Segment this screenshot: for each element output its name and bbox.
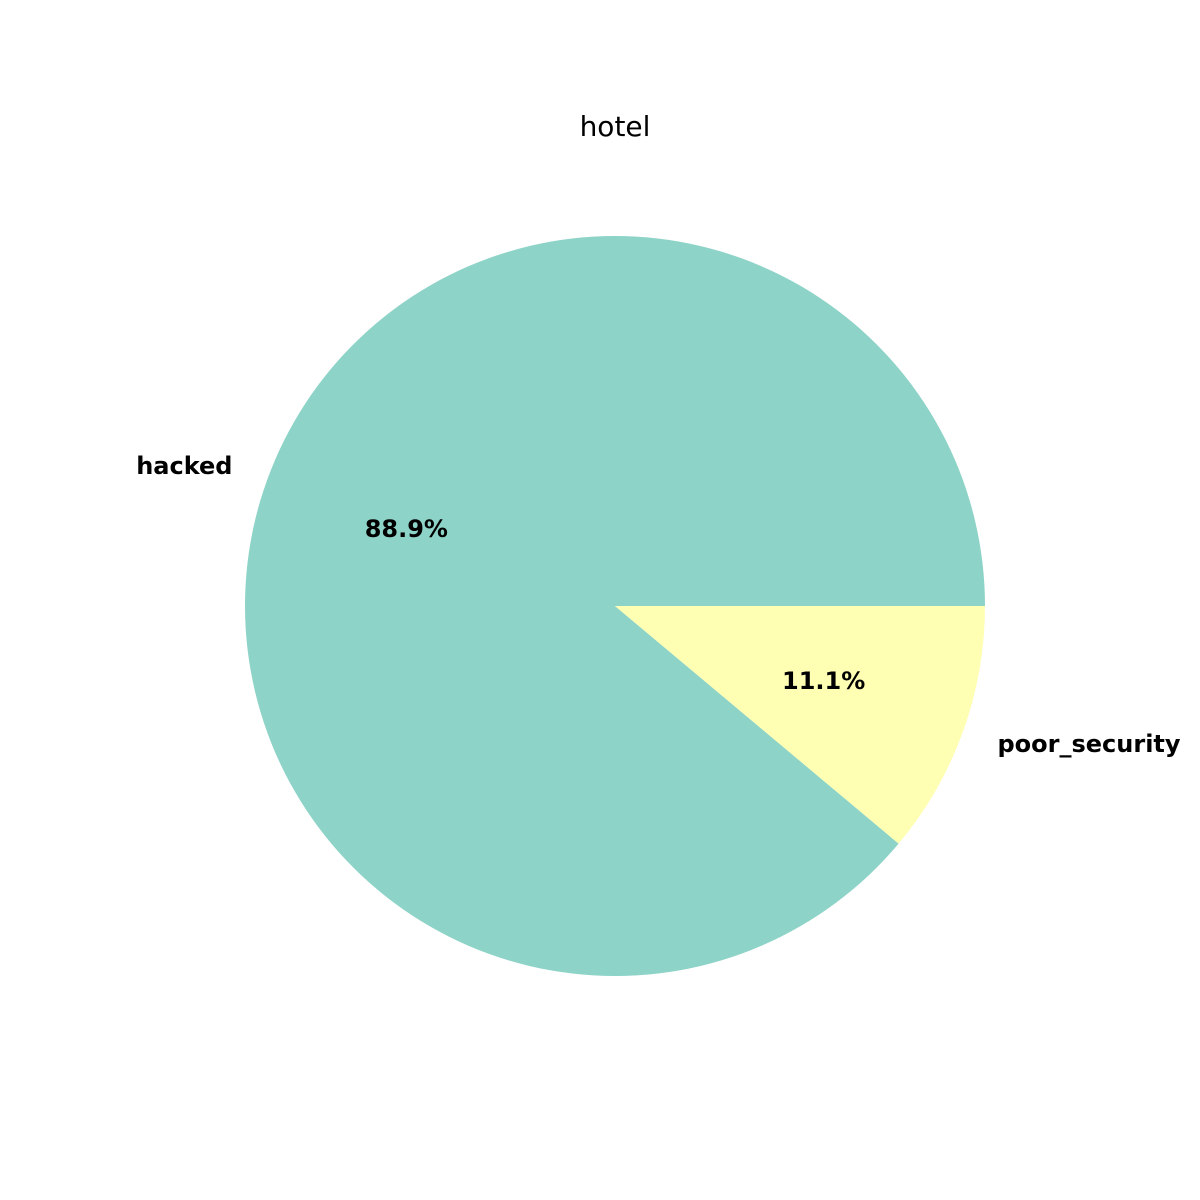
slice-percent-hacked: 88.9%	[365, 515, 448, 543]
slice-label-hacked: hacked	[136, 452, 232, 480]
slice-label-poor-security: poor_security	[998, 730, 1181, 758]
pie-labels: hacked 88.9% poor_security 11.1%	[136, 452, 1181, 758]
slice-percent-poor-security: 11.1%	[782, 667, 865, 695]
chart-title: hotel	[580, 110, 651, 143]
pie-slices	[245, 235, 985, 977]
pie-slice-poor-security	[615, 606, 985, 844]
